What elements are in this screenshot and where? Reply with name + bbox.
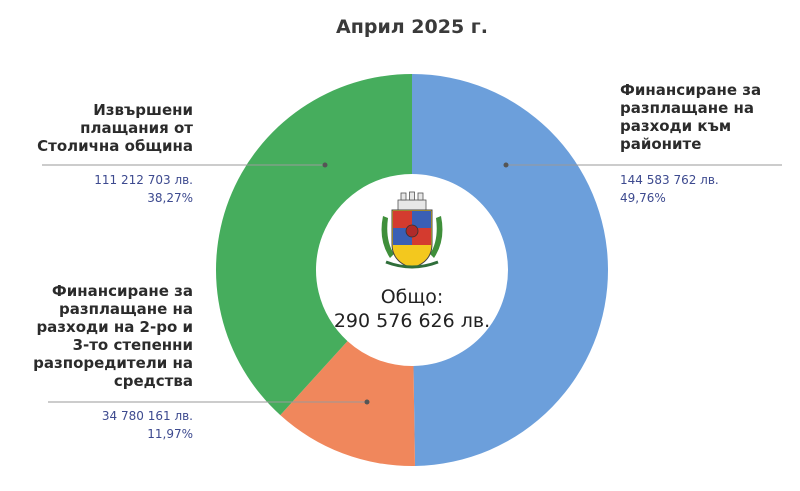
slice-0-label-line: разплащане на <box>620 99 754 117</box>
sofia-coat-of-arms-icon <box>381 191 443 269</box>
slice-1-label-line: средства <box>114 372 193 390</box>
slice-1-label-line: 3-то степенни <box>73 336 193 354</box>
slice-2-label-line: Столична община <box>37 137 193 155</box>
slice-2-amount: 111 212 703 лв. <box>94 173 193 187</box>
slice-1-label-line: Финансиране за <box>52 282 193 300</box>
slice-1-amount: 34 780 161 лв. <box>102 409 193 423</box>
slice-1-percent: 11,97% <box>147 427 193 441</box>
center-label-amount: 290 576 626 лв. <box>334 310 490 332</box>
slice-1-label-line: разплащане на <box>59 300 193 318</box>
slice-1-label-line: разходи на 2-ро и <box>36 318 193 336</box>
donut-slice-2 <box>216 74 412 416</box>
slice-0-label-line: районите <box>620 135 701 153</box>
slice-0-label-line: Финансиране за <box>620 81 761 99</box>
slice-0-label-line: разходи към <box>620 117 731 135</box>
donut-slice-1 <box>280 341 415 466</box>
donut-slices <box>216 74 608 466</box>
chart-title: Април 2025 г. <box>336 16 488 38</box>
slice-2-percent: 38,27% <box>147 191 193 205</box>
slice-2-label-line: Извършени <box>93 101 193 119</box>
slice-0-leader-dot <box>503 162 509 168</box>
slice-2-label-line: плащания от <box>80 119 193 137</box>
donut-slice-0 <box>412 74 608 466</box>
slice-1-leader-dot <box>364 399 370 405</box>
center-label-total: Общо: <box>381 286 444 308</box>
slice-2-leader-dot <box>322 162 328 168</box>
slice-0-percent: 49,76% <box>620 191 666 205</box>
slice-1-label-line: разпоредители на <box>33 354 193 372</box>
slice-0-amount: 144 583 762 лв. <box>620 173 719 187</box>
